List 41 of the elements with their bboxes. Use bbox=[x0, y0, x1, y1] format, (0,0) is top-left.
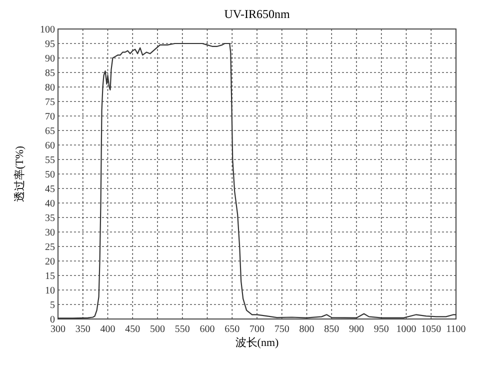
x-tick-label: 1100 bbox=[446, 324, 466, 335]
y-tick-label: 75 bbox=[45, 97, 55, 108]
y-tick-label: 90 bbox=[45, 54, 55, 64]
y-axis-title: 透过率(T%) bbox=[13, 146, 26, 202]
x-tick-label: 800 bbox=[299, 324, 314, 335]
y-tick-label: 10 bbox=[45, 286, 55, 296]
y-tick-label: 95 bbox=[45, 39, 55, 50]
y-tick-label: 100 bbox=[40, 24, 55, 36]
x-tick-label: 750 bbox=[274, 324, 290, 335]
y-tick-label: 25 bbox=[45, 242, 55, 253]
y-tick-label: 45 bbox=[45, 184, 55, 195]
y-tick-label: 15 bbox=[45, 271, 55, 282]
x-tick-label: 1000 bbox=[396, 324, 416, 335]
y-tick-label: 35 bbox=[45, 213, 55, 224]
x-tick-label: 700 bbox=[250, 324, 264, 335]
x-tick-label: 400 bbox=[100, 324, 116, 335]
y-tick-label: 5 bbox=[50, 300, 55, 311]
y-tick-label: 30 bbox=[45, 228, 55, 238]
x-tick-label: 600 bbox=[200, 324, 215, 335]
x-tick-label: 900 bbox=[349, 324, 364, 335]
y-tick-label: 60 bbox=[45, 140, 55, 152]
y-tick-label: 70 bbox=[45, 112, 55, 122]
x-tick-label: 300 bbox=[50, 324, 66, 335]
y-tick-label: 85 bbox=[45, 68, 55, 79]
y-tick-label: 40 bbox=[45, 198, 55, 210]
x-axis-title: 波长(nm) bbox=[235, 336, 280, 349]
y-tick-label: 50 bbox=[45, 170, 55, 180]
x-tick-label: 350 bbox=[75, 324, 90, 335]
y-tick-label: 55 bbox=[45, 155, 55, 166]
x-tick-label: 1050 bbox=[421, 324, 442, 335]
x-tick-label: 450 bbox=[125, 324, 140, 335]
y-tick-label: 20 bbox=[45, 256, 55, 268]
chart-title: UV-IR650nm bbox=[224, 7, 290, 21]
x-tick-label: 650 bbox=[224, 324, 240, 335]
x-tick-label: 950 bbox=[374, 324, 389, 335]
x-tick-label: 550 bbox=[174, 324, 190, 335]
y-tick-label: 0 bbox=[50, 314, 55, 326]
x-tick-label: 850 bbox=[324, 324, 340, 335]
y-tick-label: 80 bbox=[45, 82, 55, 94]
y-tick-label: 65 bbox=[45, 126, 55, 137]
x-tick-label: 500 bbox=[150, 324, 165, 335]
